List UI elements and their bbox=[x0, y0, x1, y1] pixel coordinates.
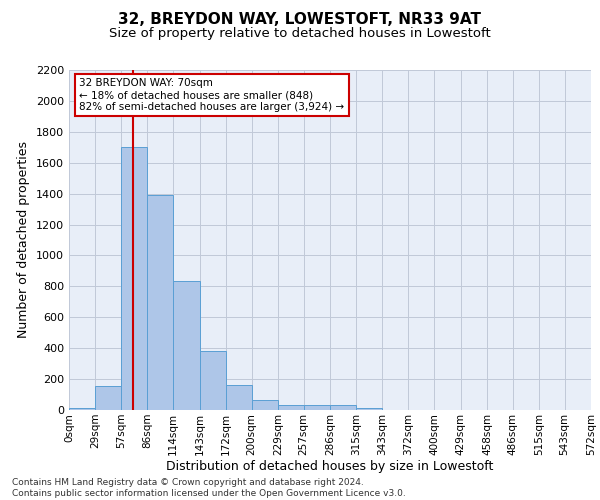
Bar bbox=[330, 406, 356, 410]
Bar bbox=[278, 404, 304, 410]
Bar bbox=[148, 195, 173, 410]
Text: 32 BREYDON WAY: 70sqm
← 18% of detached houses are smaller (848)
82% of semi-det: 32 BREYDON WAY: 70sqm ← 18% of detached … bbox=[79, 78, 344, 112]
Bar bbox=[226, 384, 251, 410]
Text: Size of property relative to detached houses in Lowestoft: Size of property relative to detached ho… bbox=[109, 28, 491, 40]
Bar bbox=[251, 400, 278, 410]
X-axis label: Distribution of detached houses by size in Lowestoft: Distribution of detached houses by size … bbox=[166, 460, 494, 473]
Bar bbox=[173, 281, 199, 410]
Bar bbox=[121, 148, 148, 410]
Bar bbox=[304, 406, 330, 410]
Bar bbox=[95, 386, 121, 410]
Text: Contains HM Land Registry data © Crown copyright and database right 2024.
Contai: Contains HM Land Registry data © Crown c… bbox=[12, 478, 406, 498]
Bar bbox=[69, 408, 95, 410]
Bar bbox=[199, 350, 226, 410]
Y-axis label: Number of detached properties: Number of detached properties bbox=[17, 142, 31, 338]
Bar bbox=[356, 408, 382, 410]
Text: 32, BREYDON WAY, LOWESTOFT, NR33 9AT: 32, BREYDON WAY, LOWESTOFT, NR33 9AT bbox=[119, 12, 482, 28]
